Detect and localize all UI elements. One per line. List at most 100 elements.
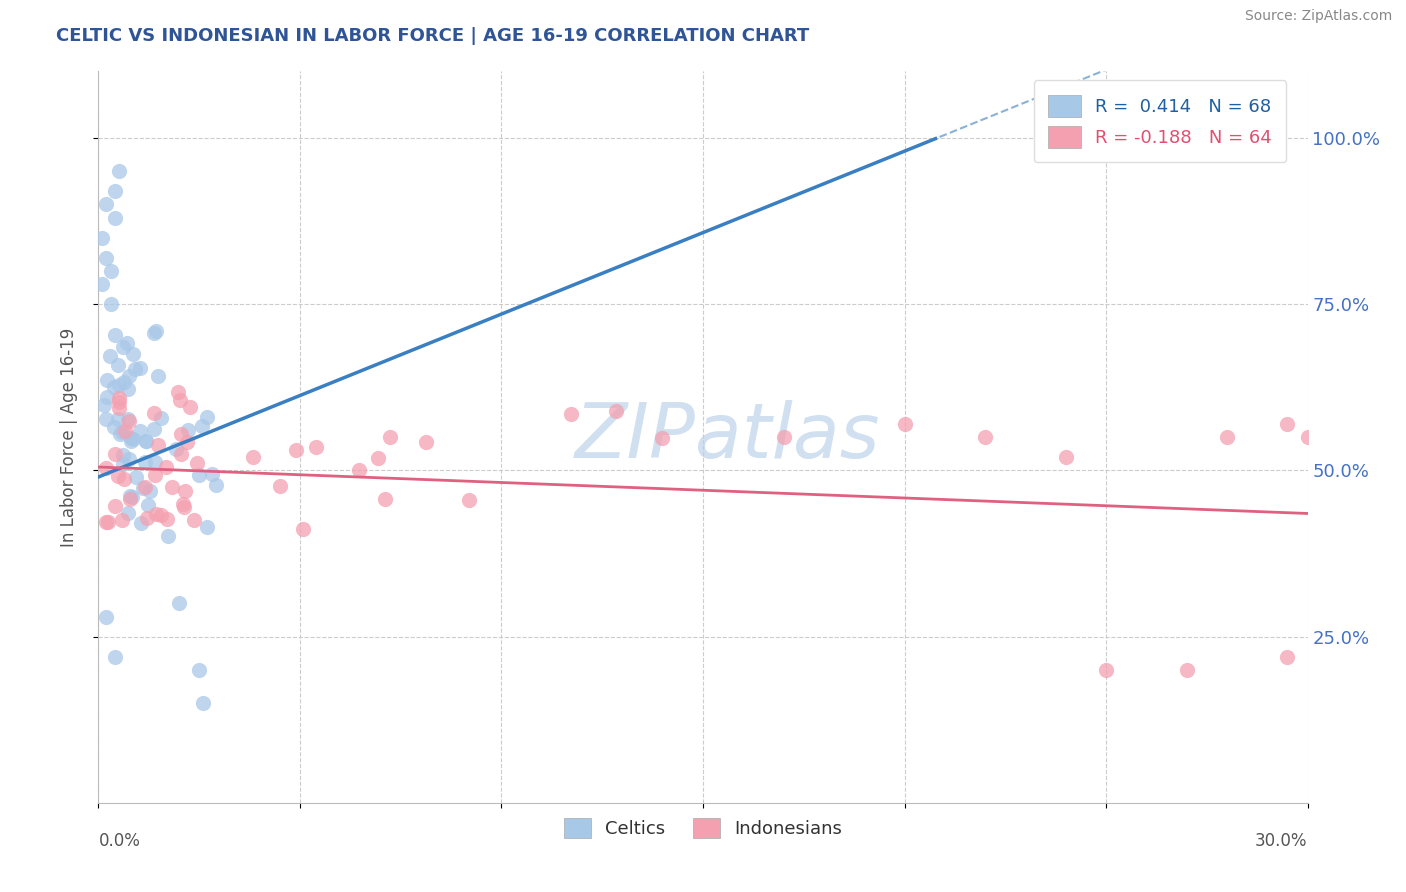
Point [134, 455, 156, 469]
Point [1216, 430, 1239, 444]
Point [156, 512, 179, 526]
Point [167, 384, 190, 399]
Point [107, 377, 129, 392]
Text: Source: ZipAtlas.com: Source: ZipAtlas.com [1244, 9, 1392, 23]
Point [91, 230, 114, 244]
Point [195, 409, 218, 424]
Point [146, 368, 169, 383]
Point [183, 513, 205, 527]
Point [128, 361, 150, 376]
Point [117, 506, 139, 520]
Point [305, 441, 328, 455]
Point [104, 447, 127, 461]
Point [204, 477, 226, 491]
Point [118, 414, 141, 428]
Point [188, 663, 211, 677]
Point [651, 431, 673, 445]
Point [107, 468, 129, 483]
Point [193, 696, 215, 710]
Text: ZIPatlas: ZIPatlas [575, 401, 880, 474]
Point [118, 492, 141, 507]
Point [122, 347, 145, 361]
Point [118, 368, 141, 383]
Text: 30.0%: 30.0% [1256, 832, 1308, 850]
Point [120, 434, 142, 448]
Point [974, 430, 997, 444]
Legend: Celtics, Indonesians: Celtics, Indonesians [557, 811, 849, 845]
Point [129, 424, 152, 438]
Point [160, 480, 183, 494]
Point [605, 404, 627, 418]
Point [100, 264, 122, 278]
Point [174, 484, 197, 499]
Point [120, 489, 142, 503]
Point [107, 358, 129, 372]
Point [132, 481, 155, 495]
Point [893, 417, 915, 431]
Point [103, 419, 125, 434]
Point [125, 469, 148, 483]
Text: CELTIC VS INDONESIAN IN LABOR FORCE | AGE 16-19 CORRELATION CHART: CELTIC VS INDONESIAN IN LABOR FORCE | AG… [56, 27, 810, 45]
Point [103, 380, 125, 394]
Point [108, 427, 131, 442]
Point [117, 412, 139, 426]
Point [772, 430, 794, 444]
Point [111, 425, 134, 439]
Point [134, 480, 156, 494]
Point [121, 432, 143, 446]
Point [172, 497, 194, 511]
Point [124, 362, 146, 376]
Point [169, 393, 191, 408]
Point [142, 422, 165, 436]
Point [115, 335, 138, 350]
Point [143, 455, 166, 469]
Point [100, 297, 122, 311]
Point [135, 434, 157, 448]
Point [242, 450, 264, 464]
Point [285, 443, 308, 458]
Point [367, 450, 389, 465]
Point [142, 326, 165, 340]
Point [201, 467, 224, 482]
Point [156, 529, 179, 543]
Point [120, 432, 142, 446]
Point [292, 522, 315, 536]
Point [107, 412, 129, 426]
Point [136, 510, 159, 524]
Point [135, 434, 157, 449]
Point [121, 491, 143, 505]
Point [112, 457, 135, 471]
Point [169, 447, 191, 461]
Point [93, 398, 115, 412]
Point [187, 468, 209, 483]
Point [186, 456, 208, 470]
Point [110, 513, 132, 527]
Point [129, 516, 152, 531]
Point [103, 211, 125, 225]
Point [169, 427, 191, 442]
Point [155, 459, 177, 474]
Point [104, 328, 127, 343]
Point [374, 491, 396, 506]
Point [114, 424, 136, 438]
Point [97, 516, 120, 530]
Point [1054, 450, 1077, 464]
Point [118, 451, 141, 466]
Point [112, 473, 135, 487]
Point [347, 463, 370, 477]
Point [1296, 430, 1319, 444]
Point [269, 479, 291, 493]
Point [173, 500, 195, 515]
Point [107, 164, 129, 178]
Point [112, 339, 135, 353]
Point [176, 423, 198, 437]
Point [96, 251, 118, 265]
Point [150, 411, 173, 425]
Point [195, 519, 218, 533]
Point [136, 498, 159, 512]
Point [96, 197, 118, 211]
Point [108, 401, 131, 416]
Point [96, 609, 118, 624]
Point [146, 438, 169, 452]
Point [1175, 663, 1198, 677]
